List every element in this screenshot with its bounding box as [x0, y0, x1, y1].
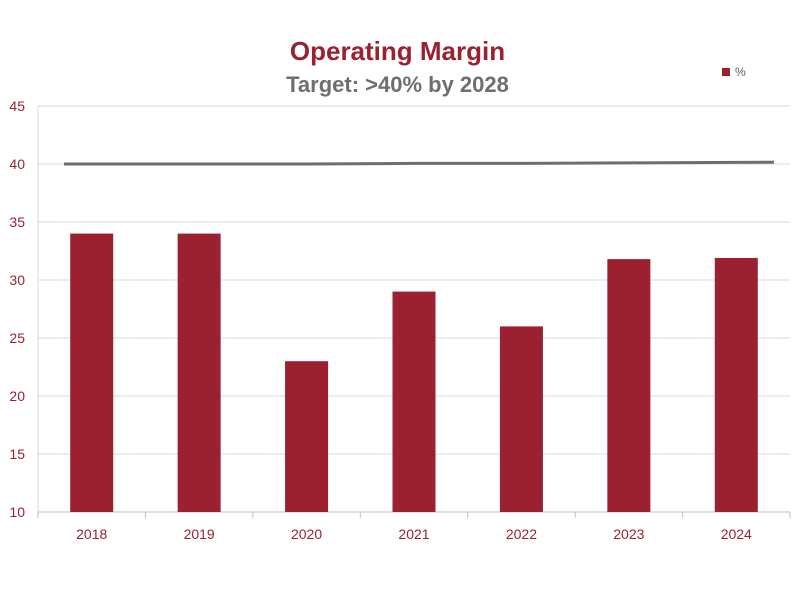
chart-subtitle: Target: >40% by 2028: [286, 72, 509, 97]
x-tick-label: 2019: [184, 526, 215, 542]
x-tick-label: 2024: [721, 526, 752, 542]
x-tick-label: 2022: [506, 526, 537, 542]
bar-2024: [714, 257, 758, 512]
y-tick-label: 30: [9, 272, 25, 288]
y-tick-label: 45: [9, 98, 25, 114]
y-tick-label: 20: [9, 388, 25, 404]
y-tick-label: 15: [9, 446, 25, 462]
bar-2018: [70, 233, 114, 512]
y-tick-label: 40: [9, 156, 25, 172]
x-tick-label: 2023: [613, 526, 644, 542]
legend-swatch: [722, 68, 730, 76]
bar-2021: [392, 291, 436, 512]
y-tick-label: 10: [9, 504, 25, 520]
x-tick-label: 2018: [76, 526, 107, 542]
bar-2022: [499, 326, 543, 512]
y-tick-label: 35: [9, 214, 25, 230]
chart-legend: %: [722, 65, 746, 79]
bar-2019: [177, 233, 221, 512]
x-tick-label: 2021: [398, 526, 429, 542]
y-tick-label: 25: [9, 330, 25, 346]
chart-title: Operating Margin: [289, 36, 506, 66]
target-line: [64, 160, 775, 166]
legend-label: %: [735, 65, 746, 79]
x-tick-label: 2020: [291, 526, 322, 542]
bar-2020: [285, 361, 329, 512]
bar-2023: [607, 259, 651, 512]
